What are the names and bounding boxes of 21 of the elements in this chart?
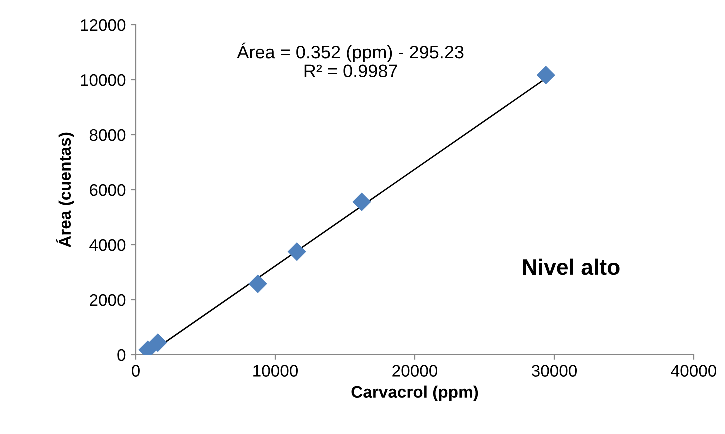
annotation: Nivel alto [523, 258, 620, 276]
x-tick-label: 20000 [392, 365, 438, 377]
y-tick-label: 2000 [90, 294, 126, 306]
y-tick-label: 6000 [90, 184, 126, 196]
x-tick-label: 40000 [671, 365, 717, 377]
point [248, 274, 268, 294]
annotation: Área = 0.352 (ppm) - 295.23 R² = 0.9987 [237, 42, 464, 78]
point [352, 192, 372, 212]
point [288, 242, 306, 262]
x-axis-title: Carvacrol (ppm) [352, 386, 478, 402]
y-tick-label: 12000 [81, 19, 126, 32]
x-tick-label: 0 [132, 365, 140, 377]
point [536, 66, 556, 85]
y-tick-label: 10000 [81, 74, 126, 86]
x-tick-label: 10000 [254, 365, 298, 377]
point [148, 334, 168, 352]
y-tick-label: 8000 [90, 129, 126, 142]
y-tick-label: 0 [118, 349, 126, 362]
y-axis-title: Área (cuentas) [56, 132, 74, 248]
x-tick-label: 30000 [532, 365, 578, 377]
y-tick-label: 4000 [90, 239, 126, 252]
